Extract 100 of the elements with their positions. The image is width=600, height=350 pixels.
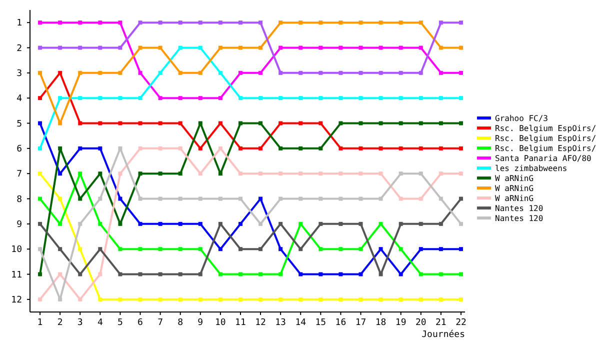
point (58, 146, 62, 150)
point (118, 146, 122, 150)
point (258, 172, 263, 176)
point (398, 70, 403, 75)
point (138, 196, 142, 201)
point (378, 20, 383, 25)
point (178, 70, 182, 75)
point (58, 222, 62, 226)
legend-label: Rsc. Belgium EspOirs/ (495, 134, 596, 143)
point (258, 46, 263, 50)
point (78, 196, 82, 201)
x-tick-label: 9 (198, 318, 204, 328)
point (138, 297, 142, 302)
point (178, 272, 182, 276)
point (138, 172, 142, 176)
point (338, 297, 343, 302)
legend-label: Santa Panaria AFO/80 (495, 154, 592, 163)
point (38, 297, 42, 302)
point (238, 247, 242, 252)
point (318, 172, 323, 176)
y-tick-label: 4 (16, 94, 22, 104)
point (58, 70, 62, 75)
point (358, 46, 363, 50)
point (158, 146, 162, 150)
point (98, 196, 102, 201)
point (218, 70, 222, 75)
x-tick-label: 21 (436, 318, 446, 328)
x-tick-label: 15 (315, 318, 326, 328)
y-tick-label: 7 (16, 170, 22, 180)
x-tick-label: 6 (138, 318, 143, 328)
point (138, 146, 142, 150)
point (398, 297, 403, 302)
point (418, 196, 423, 201)
point (458, 172, 463, 176)
point (458, 247, 463, 252)
x-tick-label: 17 (355, 318, 366, 328)
point (318, 297, 323, 302)
point (438, 70, 443, 75)
point (198, 272, 202, 276)
x-tick-label: 16 (335, 318, 346, 328)
point (358, 121, 363, 126)
point (458, 222, 463, 226)
point (198, 172, 202, 176)
point (418, 172, 423, 176)
point (158, 196, 162, 201)
point (378, 70, 383, 75)
point (398, 196, 403, 201)
point (198, 70, 202, 75)
point (38, 172, 42, 176)
point (358, 96, 363, 100)
point (138, 70, 142, 75)
point (218, 222, 222, 226)
point (198, 247, 202, 252)
point (158, 222, 162, 226)
point (378, 96, 383, 100)
point (98, 96, 102, 100)
point (178, 196, 182, 201)
point (298, 121, 303, 126)
x-tick-label: 3 (77, 318, 83, 328)
point (158, 96, 162, 100)
point (178, 96, 182, 100)
point (278, 121, 283, 126)
point (318, 222, 323, 226)
point (218, 46, 222, 50)
point (378, 172, 383, 176)
point (198, 146, 202, 150)
point (118, 272, 122, 276)
legend-label: les zimbabweens (495, 164, 568, 173)
point (418, 96, 423, 100)
point (98, 20, 102, 25)
point (318, 247, 323, 252)
point (58, 272, 62, 276)
point (298, 196, 303, 201)
y-tick-label: 2 (16, 44, 22, 54)
point (178, 121, 182, 126)
point (178, 46, 182, 50)
legend-label: Grahoo FC/3 (495, 114, 548, 123)
point (298, 46, 303, 50)
y-tick-label: 8 (16, 194, 22, 205)
y-tick-label: 12 (11, 296, 22, 306)
point (98, 247, 102, 252)
point (418, 20, 423, 25)
point (58, 297, 62, 302)
legend-label: Rsc. Belgium EspOirs/ (495, 124, 596, 133)
point (38, 196, 42, 201)
point (278, 96, 283, 100)
point (238, 222, 242, 226)
point (138, 247, 142, 252)
point (398, 272, 403, 276)
point (158, 172, 162, 176)
point (298, 247, 303, 252)
line-series (38, 146, 463, 302)
point (458, 146, 463, 150)
point (338, 46, 343, 50)
legend-label: Nantes 120 (495, 204, 544, 213)
point (318, 196, 323, 201)
point (338, 222, 343, 226)
x-tick-label: 19 (395, 318, 406, 328)
point (98, 222, 102, 226)
point (58, 247, 62, 252)
